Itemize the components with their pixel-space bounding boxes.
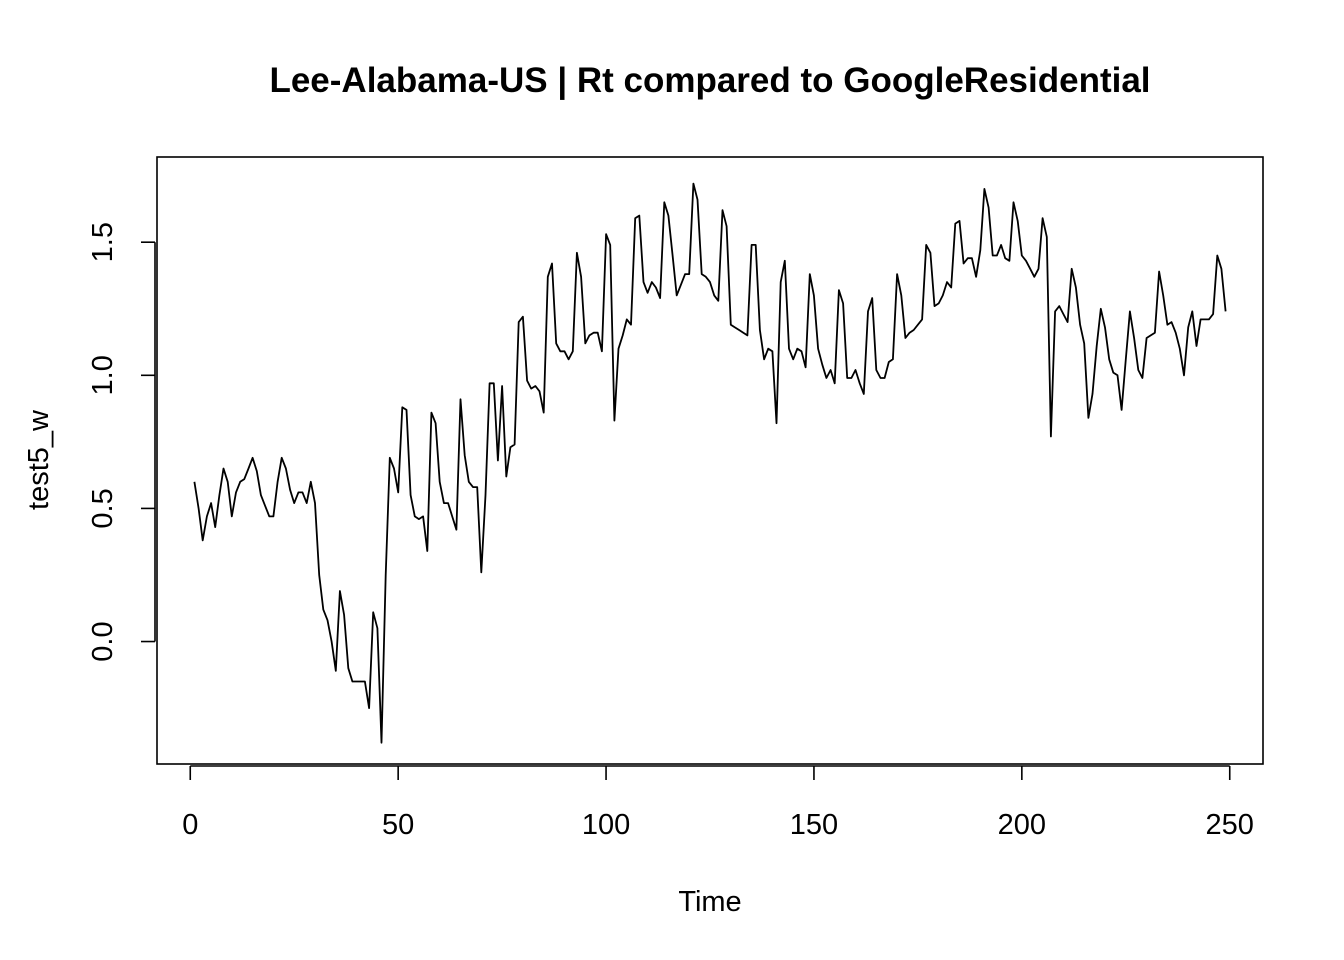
chart-title: Lee-Alabama-US | Rt compared to GoogleRe… (269, 61, 1150, 100)
y-axis-label: test5_w (23, 409, 55, 510)
x-tick-label: 200 (998, 809, 1046, 841)
x-tick-label: 250 (1206, 809, 1254, 841)
y-tick-label: 1.0 (87, 355, 119, 395)
series-line (193, 182, 1227, 744)
x-tick-label: 150 (790, 809, 838, 841)
y-axis: 0.0 0.5 1.0 1.5 (87, 222, 156, 662)
x-tick-label: 50 (382, 809, 414, 841)
x-axis-label: Time (678, 886, 741, 918)
x-axis: 0 50 100 150 200 250 (182, 765, 1254, 841)
x-tick-label: 100 (582, 809, 630, 841)
x-tick-label: 0 (182, 809, 198, 841)
y-tick-label: 0.0 (87, 621, 119, 661)
plot-frame (156, 156, 1264, 765)
y-tick-label: 1.5 (87, 222, 119, 262)
y-tick-label: 0.5 (87, 488, 119, 528)
